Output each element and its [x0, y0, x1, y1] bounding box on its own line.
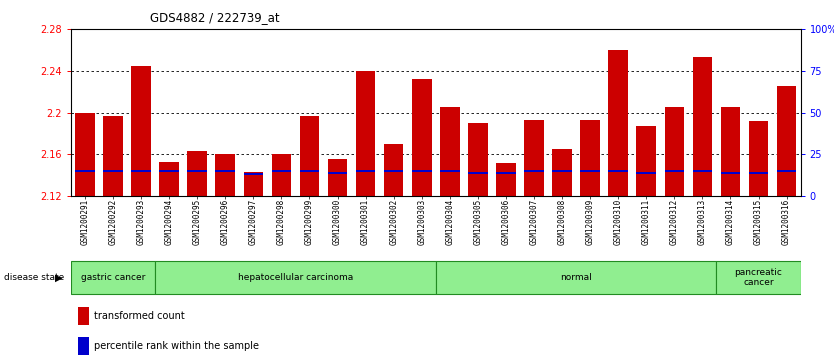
Text: GSM1200310: GSM1200310 — [614, 199, 623, 245]
Bar — [75, 113, 95, 196]
Text: GSM1200295: GSM1200295 — [193, 199, 202, 245]
Bar — [468, 123, 488, 196]
Bar — [384, 170, 404, 172]
Text: disease state: disease state — [4, 273, 64, 282]
Text: GSM1200301: GSM1200301 — [361, 199, 370, 245]
Bar — [299, 116, 319, 196]
Bar — [78, 307, 89, 325]
Bar — [244, 173, 264, 175]
Text: GSM1200306: GSM1200306 — [501, 199, 510, 245]
Text: GSM1200305: GSM1200305 — [474, 199, 482, 245]
Bar — [749, 121, 768, 196]
Bar — [692, 57, 712, 196]
Text: GSM1200311: GSM1200311 — [642, 199, 651, 245]
Bar — [692, 170, 712, 172]
Bar — [776, 170, 796, 172]
Bar — [75, 170, 95, 172]
Bar — [244, 172, 264, 196]
Bar — [299, 170, 319, 172]
Bar — [328, 159, 347, 196]
Text: GSM1200297: GSM1200297 — [249, 199, 258, 245]
Bar — [356, 71, 375, 196]
Bar — [188, 151, 207, 196]
Bar — [525, 120, 544, 196]
Bar — [636, 126, 656, 196]
Bar — [356, 170, 375, 172]
FancyBboxPatch shape — [716, 261, 801, 294]
Text: GSM1200308: GSM1200308 — [558, 199, 566, 245]
Text: ▶: ▶ — [55, 273, 63, 283]
Text: GSM1200313: GSM1200313 — [698, 199, 707, 245]
Text: GSM1200315: GSM1200315 — [754, 199, 763, 245]
Bar — [384, 144, 404, 196]
Bar — [159, 170, 179, 172]
Bar — [440, 107, 460, 196]
Text: GSM1200298: GSM1200298 — [277, 199, 286, 245]
Bar — [665, 170, 684, 172]
Bar — [525, 170, 544, 172]
Bar — [496, 163, 515, 196]
Text: GSM1200296: GSM1200296 — [221, 199, 229, 245]
Text: GSM1200312: GSM1200312 — [670, 199, 679, 245]
Text: transformed count: transformed count — [94, 311, 185, 321]
Text: GSM1200294: GSM1200294 — [164, 199, 173, 245]
Bar — [328, 172, 347, 174]
Bar — [721, 172, 741, 174]
Bar — [103, 116, 123, 196]
Text: GSM1200300: GSM1200300 — [333, 199, 342, 245]
Text: GDS4882 / 222739_at: GDS4882 / 222739_at — [150, 11, 279, 24]
Bar — [188, 170, 207, 172]
Text: hepatocellular carcinoma: hepatocellular carcinoma — [238, 273, 353, 282]
Bar — [131, 170, 151, 172]
Bar — [412, 79, 431, 196]
Text: GSM1200314: GSM1200314 — [726, 199, 735, 245]
Text: GSM1200316: GSM1200316 — [782, 199, 791, 245]
Bar — [272, 154, 291, 196]
Bar — [580, 170, 600, 172]
Bar — [776, 86, 796, 196]
Bar — [272, 170, 291, 172]
Bar — [636, 172, 656, 174]
Bar — [496, 172, 515, 174]
FancyBboxPatch shape — [155, 261, 435, 294]
Text: GSM1200299: GSM1200299 — [305, 199, 314, 245]
Bar — [412, 170, 431, 172]
Text: GSM1200302: GSM1200302 — [389, 199, 398, 245]
Bar — [159, 162, 179, 196]
Text: GSM1200292: GSM1200292 — [108, 199, 118, 245]
Bar — [468, 172, 488, 174]
Text: GSM1200291: GSM1200291 — [80, 199, 89, 245]
Bar — [721, 107, 741, 196]
Text: GSM1200309: GSM1200309 — [585, 199, 595, 245]
Text: percentile rank within the sample: percentile rank within the sample — [94, 341, 259, 351]
Text: GSM1200304: GSM1200304 — [445, 199, 455, 245]
Bar — [749, 172, 768, 174]
Bar — [552, 170, 572, 172]
Text: pancreatic
cancer: pancreatic cancer — [735, 268, 782, 287]
Bar — [103, 170, 123, 172]
Text: normal: normal — [560, 273, 592, 282]
Text: GSM1200303: GSM1200303 — [417, 199, 426, 245]
Bar — [665, 107, 684, 196]
Bar — [131, 66, 151, 196]
Bar — [608, 170, 628, 172]
Bar — [215, 154, 235, 196]
Bar — [608, 50, 628, 196]
Text: GSM1200307: GSM1200307 — [530, 199, 539, 245]
Text: gastric cancer: gastric cancer — [81, 273, 145, 282]
Text: GSM1200293: GSM1200293 — [137, 199, 146, 245]
FancyBboxPatch shape — [71, 261, 155, 294]
Bar — [440, 170, 460, 172]
Bar — [78, 337, 89, 355]
Bar — [580, 120, 600, 196]
Bar — [552, 149, 572, 196]
Bar — [215, 170, 235, 172]
FancyBboxPatch shape — [435, 261, 716, 294]
